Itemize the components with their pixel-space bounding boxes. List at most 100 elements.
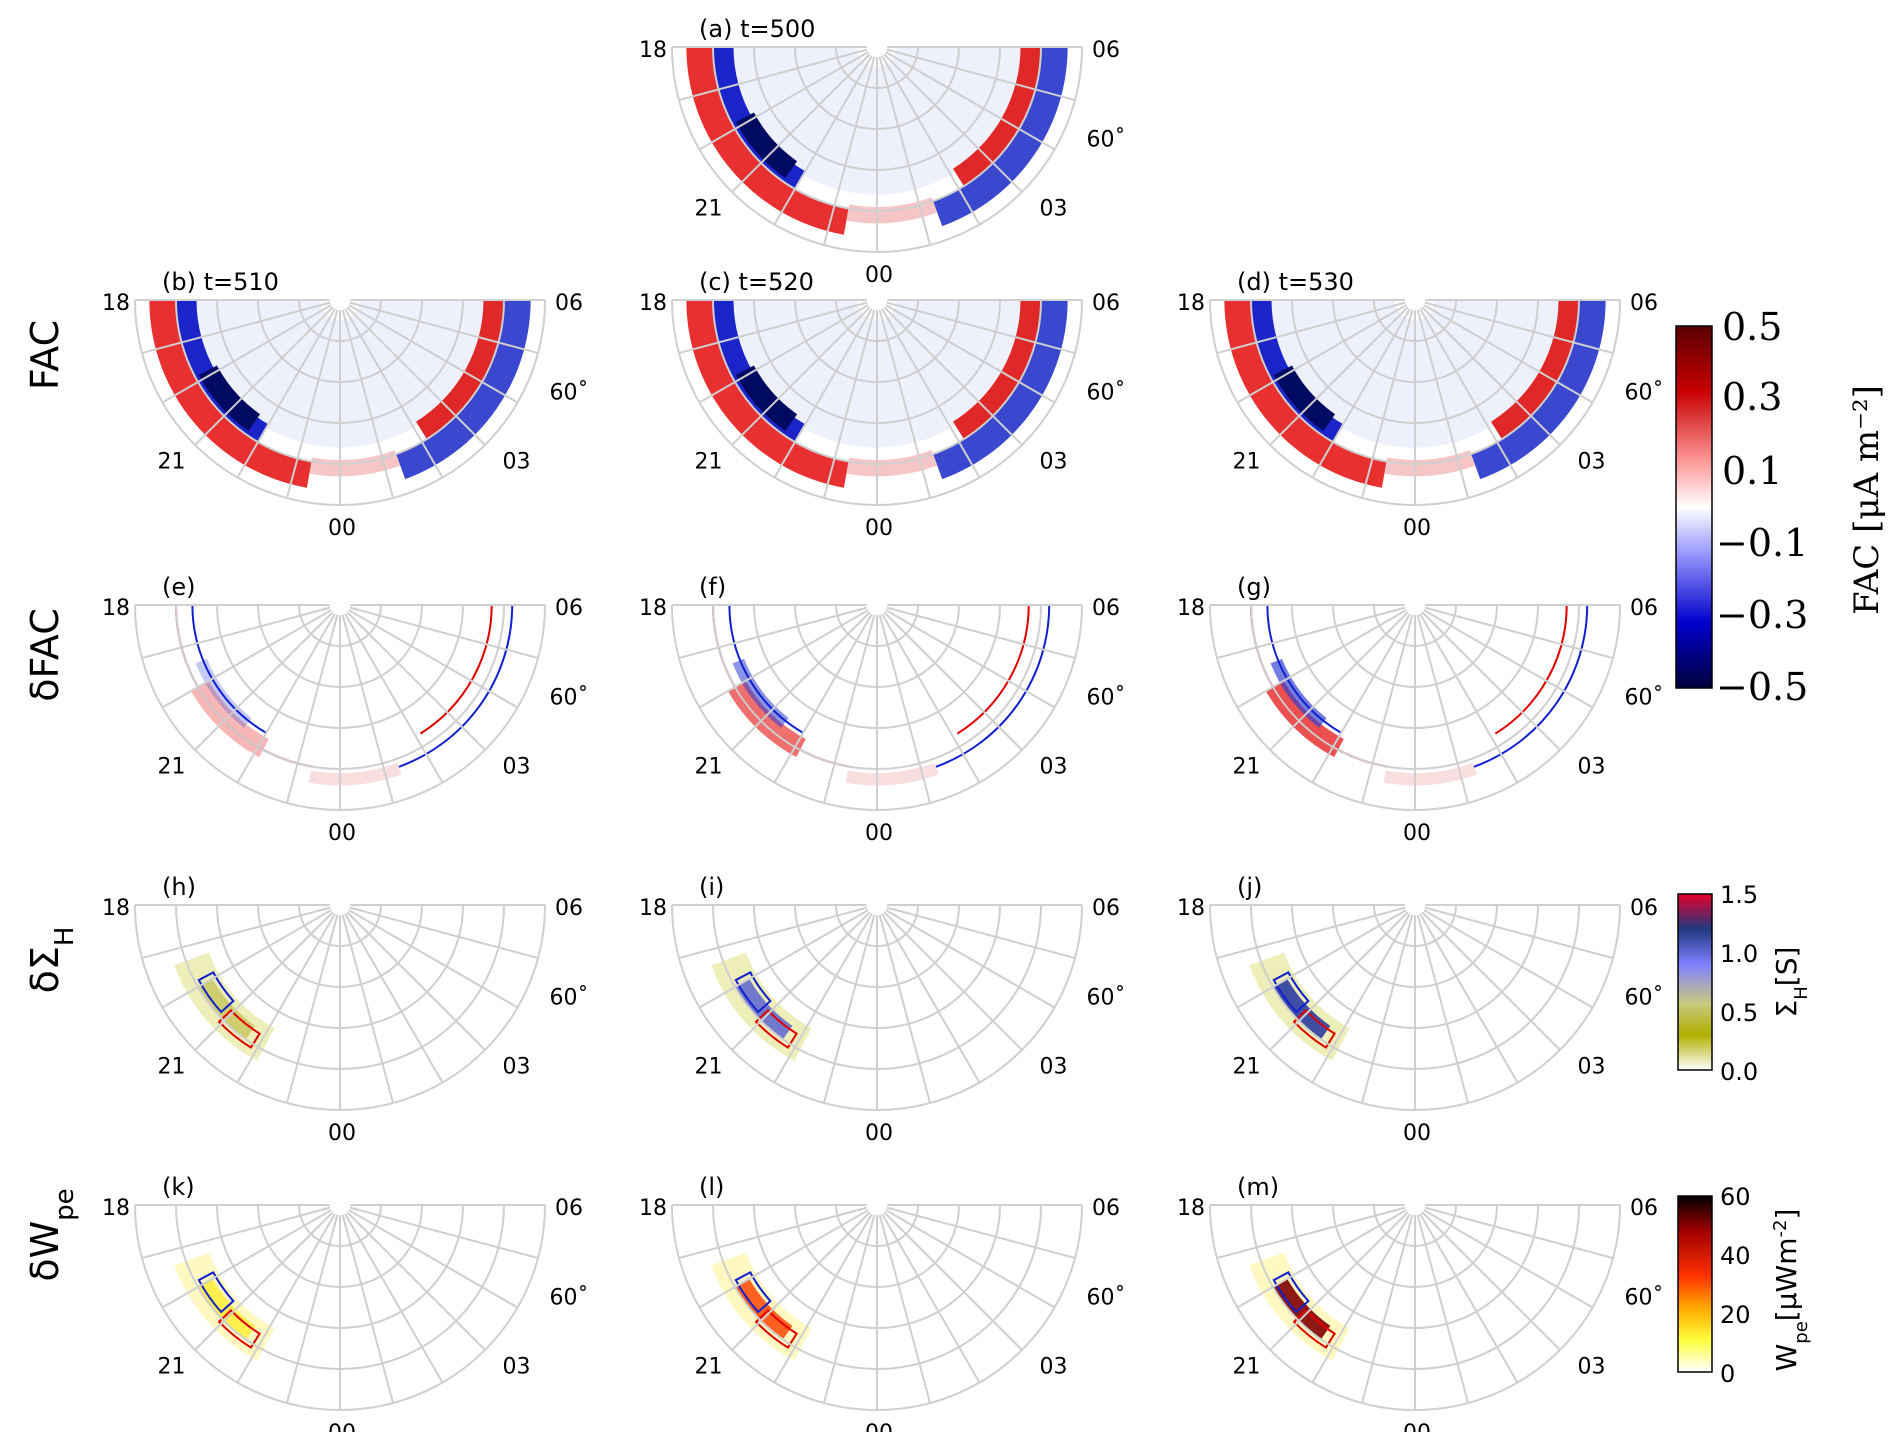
colorbar-wpe-title: Wpe[μWm-2] [1770,1209,1812,1372]
grid-spoke-8 [773,613,873,784]
grid-spoke-4 [1419,913,1519,1084]
row-label-dfac-text: δFAC [23,608,67,701]
colorbar-sigmah: 1.5 1.0 0.5 0.0 ΣH[S] [1677,881,1812,1086]
colorbar-fac-tick-3: −0.1 [1716,521,1808,565]
polar-panel-i: (i) 18 06 00 21 03 60˚ [639,873,1126,1146]
fac-band-dawn-outer [396,300,531,480]
panel-label-h: (h) [162,873,196,901]
hour-label-03: 03 [1578,755,1606,780]
wpe-enhancement [197,1278,256,1340]
hour-label-21: 21 [694,755,722,780]
grid-spoke-7 [822,56,876,246]
grid-spoke-11 [678,1206,868,1260]
grid-spoke-8 [773,913,873,1084]
hour-label-18: 18 [1177,291,1205,316]
grid-spoke-2 [885,304,1056,404]
lat-label-60: 60˚ [1625,381,1664,406]
colorbar-wpe-title-sup: -2 [1770,1220,1791,1238]
grid-spoke-3 [883,1211,1023,1351]
fac-core-dusk [735,112,798,178]
grid-spoke-9 [731,306,871,446]
grid-spoke-2 [885,51,1056,151]
grid-spoke-11 [1216,1206,1406,1260]
colorbar-wpe-title-main: W [1770,1344,1803,1372]
fac-band-dusk-inner [176,300,269,443]
sigma-contour-red [217,1008,261,1049]
hour-label-00: 00 [1403,516,1431,541]
colorbar-wpe-title-sub: pe [1791,1321,1812,1344]
grid-spoke-5 [1416,1214,1470,1404]
colorbar-sigmah-title-unit: [S] [1770,947,1803,987]
sigma-contour-red [1292,1008,1336,1049]
grid-spoke-7 [1360,309,1414,499]
grid-spoke-7 [822,914,876,1104]
colorbar-sigmah-bar [1677,893,1713,1071]
hour-label-06: 06 [1092,291,1120,316]
grid-spoke-1 [886,906,1076,960]
grid-spoke-11 [1216,606,1406,660]
hour-label-18: 18 [1177,896,1205,921]
grid-spoke-3 [883,911,1023,1051]
colorbar-sigmah-tick-0: 1.5 [1720,881,1758,909]
row-label-dsigma-sub: H [50,927,80,947]
panel-content-m [1249,1252,1350,1361]
panels: (a) t=500 18 06 00 21 03 60˚ (b) t=510 18 06 00 21 0… [102,15,1664,1432]
grid-spoke-10 [161,609,332,709]
grid-spoke-5 [341,614,395,804]
grid-spoke-9 [1269,306,1409,446]
hour-label-06: 06 [555,596,583,621]
grid-spoke-4 [1419,613,1519,784]
hour-label-00: 00 [1403,1121,1431,1146]
grid-spoke-9 [194,611,334,751]
colorbar-sigmah-tick-2: 0.5 [1720,999,1758,1027]
row-label-dsigma: δΣH [23,927,80,994]
polar-panel-g: (g) 18 06 00 21 03 60˚ [1177,573,1664,846]
wpe-contour-blue [734,1271,772,1314]
grid-spoke-7 [285,309,339,499]
panel-label-f: (f) [699,573,726,601]
hour-label-18: 18 [102,291,130,316]
grid-spoke-8 [236,613,336,784]
grid-spoke-5 [878,614,932,804]
fac-band-dawn-inner [953,300,1041,440]
grid-spoke-5 [878,914,932,1104]
grid-spoke-1 [1424,906,1614,960]
fac-core-dusk [198,365,261,431]
sigma-enhancement [734,978,793,1040]
grid-spoke-8 [236,308,336,479]
grid-spoke-10 [1236,1209,1407,1309]
grid-spoke-8 [773,1213,873,1384]
dfac-contour-dawn-red [1494,605,1568,735]
fac-band-dawn-outer [1471,300,1606,480]
grid-spoke-10 [698,1209,869,1309]
grid-spoke-7 [285,614,339,804]
polar-panel-a: (a) t=500 18 06 00 21 03 60˚ [639,15,1126,288]
grid-spoke-7 [1360,1214,1414,1404]
colorbar-wpe-title-close: ] [1770,1209,1803,1220]
fac-core-dusk [735,365,798,431]
hour-label-18: 18 [102,1196,130,1221]
polar-panel-m: (m) 18 06 00 21 03 60˚ [1177,1173,1664,1432]
grid-spoke-11 [141,606,331,660]
grid-spoke-4 [881,913,981,1084]
polar-panel-j: (j) 18 06 00 21 03 60˚ [1177,873,1664,1146]
grid-spoke-4 [1419,308,1519,479]
fac-band-dawn-outer [933,47,1068,227]
grid-spoke-2 [1423,609,1594,709]
colorbar-fac-bar [1675,325,1713,689]
row-label-dfac: δFAC [23,608,67,701]
dfac-contour-dawn-red [956,605,1030,735]
grid-spoke-4 [344,308,444,479]
panel-label-d: (d) t=530 [1237,268,1354,296]
panel-label-j: (j) [1237,873,1262,901]
hour-label-06: 06 [1630,1196,1658,1221]
fac-band-dawn-inner [1491,300,1579,440]
hour-label-00: 00 [865,1421,893,1432]
grid-spoke-1 [1424,1206,1614,1260]
lat-label-60: 60˚ [550,986,589,1011]
panel-content-l [711,1252,812,1361]
hour-label-18: 18 [639,1196,667,1221]
polar-panel-f: (f) 18 06 00 21 03 60˚ [639,573,1126,846]
hour-label-18: 18 [102,596,130,621]
